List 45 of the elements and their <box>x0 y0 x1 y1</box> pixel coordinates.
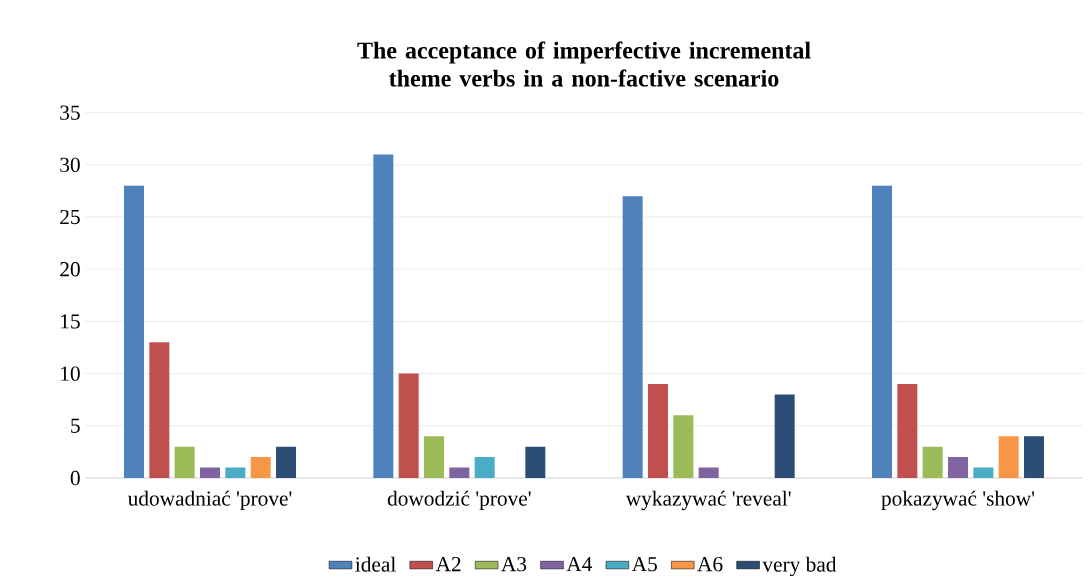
bar <box>474 457 495 478</box>
bar <box>622 196 643 478</box>
y-tick-label: 25 <box>60 209 80 225</box>
y-tick-label: 5 <box>71 418 80 433</box>
bar <box>1024 436 1045 478</box>
legend-label: A6 <box>697 557 723 572</box>
x-tick-label: dowodzić 'prove' <box>387 490 531 511</box>
bar <box>673 415 694 478</box>
y-tick-label: 0 <box>70 470 80 486</box>
bar <box>948 457 969 478</box>
legend-label: ideal <box>355 556 396 572</box>
bar <box>424 436 444 478</box>
bar <box>973 467 994 478</box>
bar <box>774 394 795 478</box>
bar <box>174 446 195 478</box>
bar <box>276 446 296 478</box>
bar <box>449 467 470 478</box>
y-tick-label: 20 <box>60 262 80 277</box>
bar <box>897 384 918 478</box>
x-tick-label: udowadniać 'prove' <box>127 490 292 511</box>
x-tick-label: wykazywać 'reveal' <box>625 490 791 511</box>
legend-label: A5 <box>631 557 657 572</box>
legend-label: A3 <box>501 557 527 572</box>
bar <box>225 467 246 478</box>
bar <box>698 467 719 478</box>
bar <box>398 373 419 478</box>
bar <box>922 446 943 478</box>
legend-label: A2 <box>435 557 461 572</box>
y-tick-label: 10 <box>61 366 80 381</box>
y-tick-label: 30 <box>60 157 80 173</box>
legend-label: very bad <box>762 556 837 577</box>
bar <box>525 446 546 478</box>
bar <box>200 467 220 478</box>
x-tick-label: pokazywać 'show' <box>881 490 1035 511</box>
y-tick-label: 35 <box>60 105 80 120</box>
y-tick-label: 15 <box>61 314 80 329</box>
bar <box>373 154 394 478</box>
bar <box>149 342 170 478</box>
bar <box>250 457 271 478</box>
bar <box>648 384 668 478</box>
bar <box>998 436 1019 478</box>
bar <box>124 185 144 478</box>
legend-label: A4 <box>566 557 593 572</box>
chart-title: The acceptance of imperfective incremental theme verbs in a non-factive scenario <box>357 41 811 87</box>
bar <box>872 185 893 478</box>
